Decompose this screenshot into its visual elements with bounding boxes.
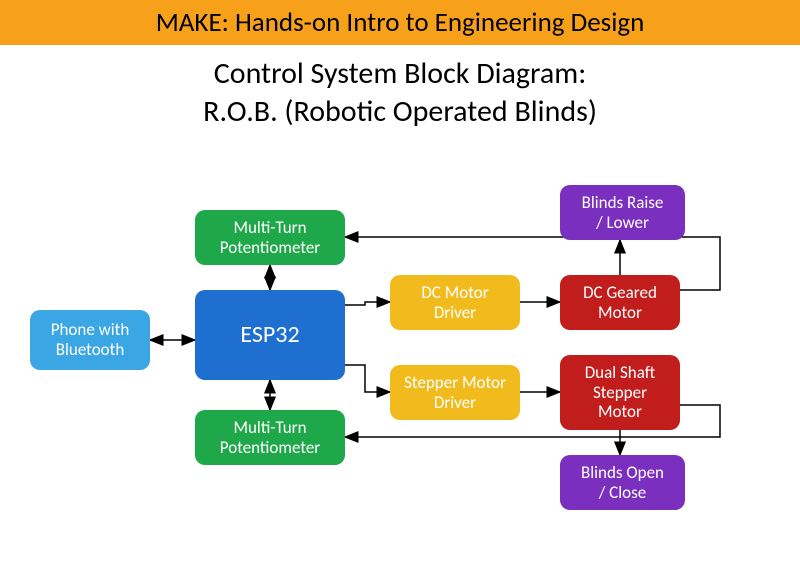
node-raise: Blinds Raise/ Lower: [560, 185, 685, 240]
header-title: MAKE: Hands-on Intro to Engineering Desi…: [156, 6, 645, 39]
node-st_drv: Stepper MotorDriver: [390, 365, 520, 420]
node-phone: Phone withBluetooth: [30, 310, 150, 370]
node-pot_bot: Multi-TurnPotentiometer: [195, 410, 345, 465]
node-st_mot: Dual ShaftStepperMotor: [560, 355, 680, 430]
block-diagram: Phone withBluetooth Multi-TurnPotentiomet…: [0, 180, 800, 560]
node-esp32: ESP32: [195, 290, 345, 380]
header-banner: MAKE: Hands-on Intro to Engineering Desi…: [0, 0, 800, 45]
edge-esp32-dc_drv: [345, 302, 390, 305]
edge-esp32-st_drv: [345, 365, 390, 392]
title-line-1: Control System Block Diagram:: [0, 55, 800, 93]
node-dc_mot: DC GearedMotor: [560, 275, 680, 330]
title-block: Control System Block Diagram: R.O.B. (Ro…: [0, 55, 800, 130]
node-dc_drv: DC MotorDriver: [390, 275, 520, 330]
node-pot_top: Multi-TurnPotentiometer: [195, 210, 345, 265]
title-line-2: R.O.B. (Robotic Operated Blinds): [0, 93, 800, 131]
node-open: Blinds Open/ Close: [560, 455, 685, 510]
